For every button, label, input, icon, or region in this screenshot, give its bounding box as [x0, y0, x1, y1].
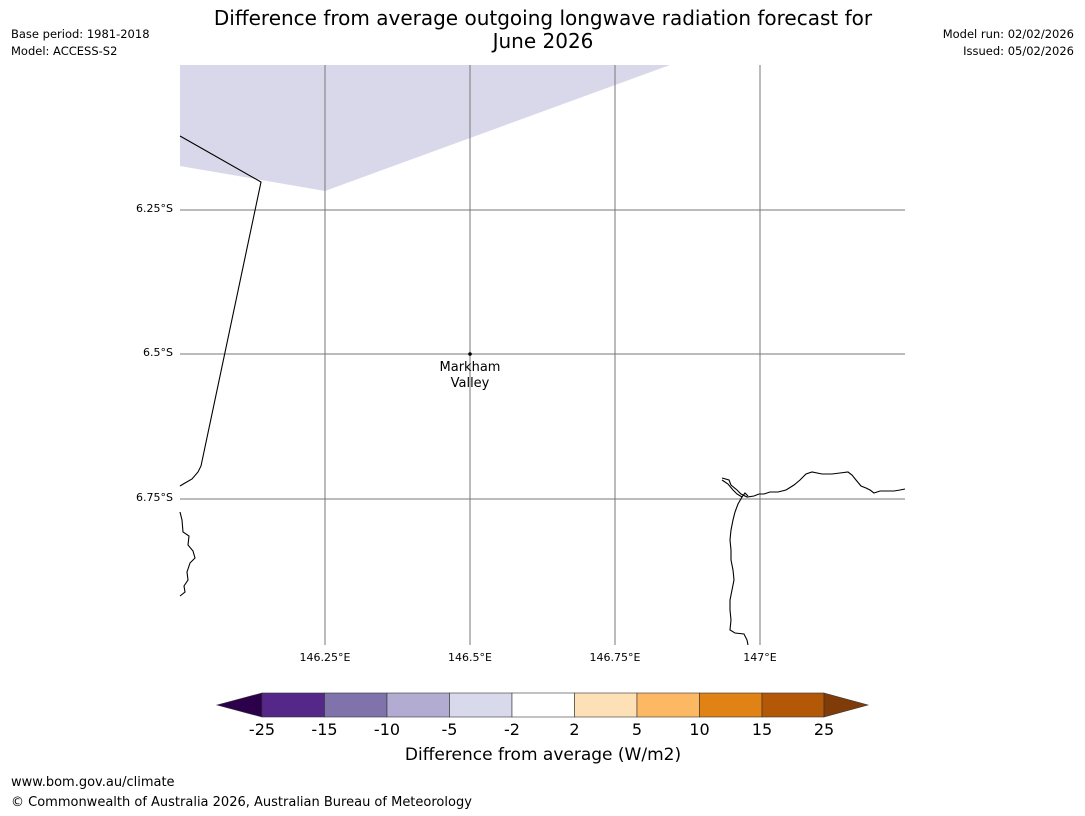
colorbar-tick: -5 [441, 720, 458, 739]
colorbar-bin [761, 692, 825, 718]
lat-label-6-5: 6.5°S [143, 346, 173, 359]
colorbar-bin [699, 692, 763, 718]
map-title: Difference from average outgoing longwav… [143, 7, 943, 53]
lat-label-6-75: 6.75°S [136, 491, 173, 504]
base-period: Base period: 1981-2018 [11, 27, 150, 41]
colorbar-bin [324, 692, 388, 718]
colorbar [215, 692, 870, 718]
model-run: Model run: 02/02/2026 [942, 27, 1074, 41]
place-label-line-2: Valley [450, 376, 490, 391]
meta-right: Model run: 02/02/2026 Issued: 05/02/2026 [943, 26, 1074, 60]
colorbar-tick: 2 [569, 720, 580, 739]
lon-label-146-25: 146.25°E [299, 651, 351, 664]
coastline-south [729, 496, 749, 646]
colorbar-bin [261, 692, 325, 718]
colorbar-tick: -2 [504, 720, 520, 739]
place-label: Markham Valley [410, 360, 530, 392]
place-label-line-1: Markham [439, 360, 501, 375]
colorbar-bin [574, 692, 638, 718]
title-line-1: Difference from average outgoing longwav… [213, 6, 873, 30]
coastline-river-mouth [721, 479, 749, 498]
colorbar-label: Difference from average (W/m2) [404, 745, 682, 765]
coastline-west [179, 511, 196, 597]
district-boundary [179, 135, 262, 487]
colorbar-extend-high [823, 692, 870, 718]
place-marker [468, 352, 472, 356]
colorbar-tick: 10 [689, 720, 710, 739]
lon-label-146-75: 146.75°E [589, 651, 641, 664]
coastline-east [721, 471, 906, 498]
colorbar-bin [511, 692, 575, 718]
colorbar-bin [386, 692, 450, 718]
meta-left: Base period: 1981-2018 Model: ACCESS-S2 [11, 26, 150, 60]
issued-date: Issued: 05/02/2026 [963, 44, 1074, 58]
colorbar-tick: -25 [248, 720, 276, 739]
colorbar-tick: -15 [311, 720, 338, 739]
footer-copyright: © Commonwealth of Australia 2026, Austra… [11, 795, 472, 810]
colorbar-tick: 25 [813, 720, 835, 739]
colorbar-bin [636, 692, 700, 718]
colorbar-bin [449, 692, 513, 718]
footer-website: www.bom.gov.au/climate [11, 775, 175, 790]
colorbar-tick: -10 [373, 720, 401, 739]
lon-label-147: 147°E [743, 651, 777, 664]
colorbar-tick: 5 [631, 720, 643, 739]
graticule [180, 65, 905, 645]
model-name: Model: ACCESS-S2 [11, 44, 118, 58]
colorbar-extend-low [215, 692, 263, 718]
lon-label-146-5: 146.5°E [448, 651, 492, 664]
title-line-2: June 2026 [492, 29, 594, 53]
anomaly-region [180, 65, 670, 191]
colorbar-tick: 15 [751, 720, 773, 739]
lat-label-6-25: 6.25°S [136, 202, 173, 215]
